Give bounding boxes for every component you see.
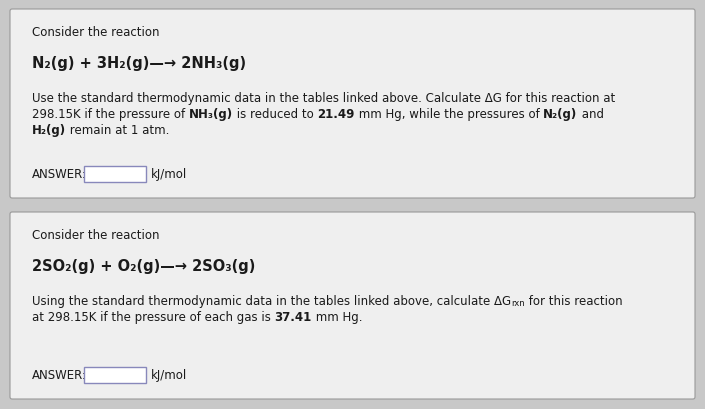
Text: ANSWER:: ANSWER: bbox=[32, 168, 87, 181]
Text: is reduced to: is reduced to bbox=[233, 108, 317, 121]
Bar bbox=[84, 367, 146, 383]
Text: N₂(g) + 3H₂(g)—→ 2NH₃(g): N₂(g) + 3H₂(g)—→ 2NH₃(g) bbox=[32, 56, 246, 71]
Text: mm Hg.: mm Hg. bbox=[312, 310, 362, 323]
Text: 37.41: 37.41 bbox=[275, 310, 312, 323]
Text: at 298.15K if the pressure of each gas is: at 298.15K if the pressure of each gas i… bbox=[32, 310, 275, 323]
Text: and: and bbox=[577, 108, 603, 121]
FancyBboxPatch shape bbox=[10, 10, 695, 198]
Text: mm Hg, while the pressures of: mm Hg, while the pressures of bbox=[355, 108, 544, 121]
FancyBboxPatch shape bbox=[10, 213, 695, 399]
Text: Use the standard thermodynamic data in the tables linked above. Calculate ΔG for: Use the standard thermodynamic data in t… bbox=[32, 92, 615, 105]
Text: N₂(g): N₂(g) bbox=[544, 108, 577, 121]
Text: 298.15K if the pressure of: 298.15K if the pressure of bbox=[32, 108, 189, 121]
Text: Using the standard thermodynamic data in the tables linked above, calculate ΔG: Using the standard thermodynamic data in… bbox=[32, 294, 511, 307]
Text: Consider the reaction: Consider the reaction bbox=[32, 26, 159, 39]
Text: 2SO₂(g) + O₂(g)—→ 2SO₃(g): 2SO₂(g) + O₂(g)—→ 2SO₃(g) bbox=[32, 258, 255, 273]
Text: remain at 1 atm.: remain at 1 atm. bbox=[66, 124, 169, 137]
Text: H₂(g): H₂(g) bbox=[32, 124, 66, 137]
Text: Consider the reaction: Consider the reaction bbox=[32, 229, 159, 241]
Bar bbox=[84, 166, 146, 182]
Text: ANSWER:: ANSWER: bbox=[32, 369, 87, 382]
Text: kJ/mol: kJ/mol bbox=[151, 369, 188, 382]
Text: kJ/mol: kJ/mol bbox=[151, 168, 188, 181]
Text: rxn: rxn bbox=[511, 298, 525, 307]
Text: NH₃(g): NH₃(g) bbox=[189, 108, 233, 121]
Text: for this reaction: for this reaction bbox=[525, 294, 623, 307]
Text: 21.49: 21.49 bbox=[317, 108, 355, 121]
